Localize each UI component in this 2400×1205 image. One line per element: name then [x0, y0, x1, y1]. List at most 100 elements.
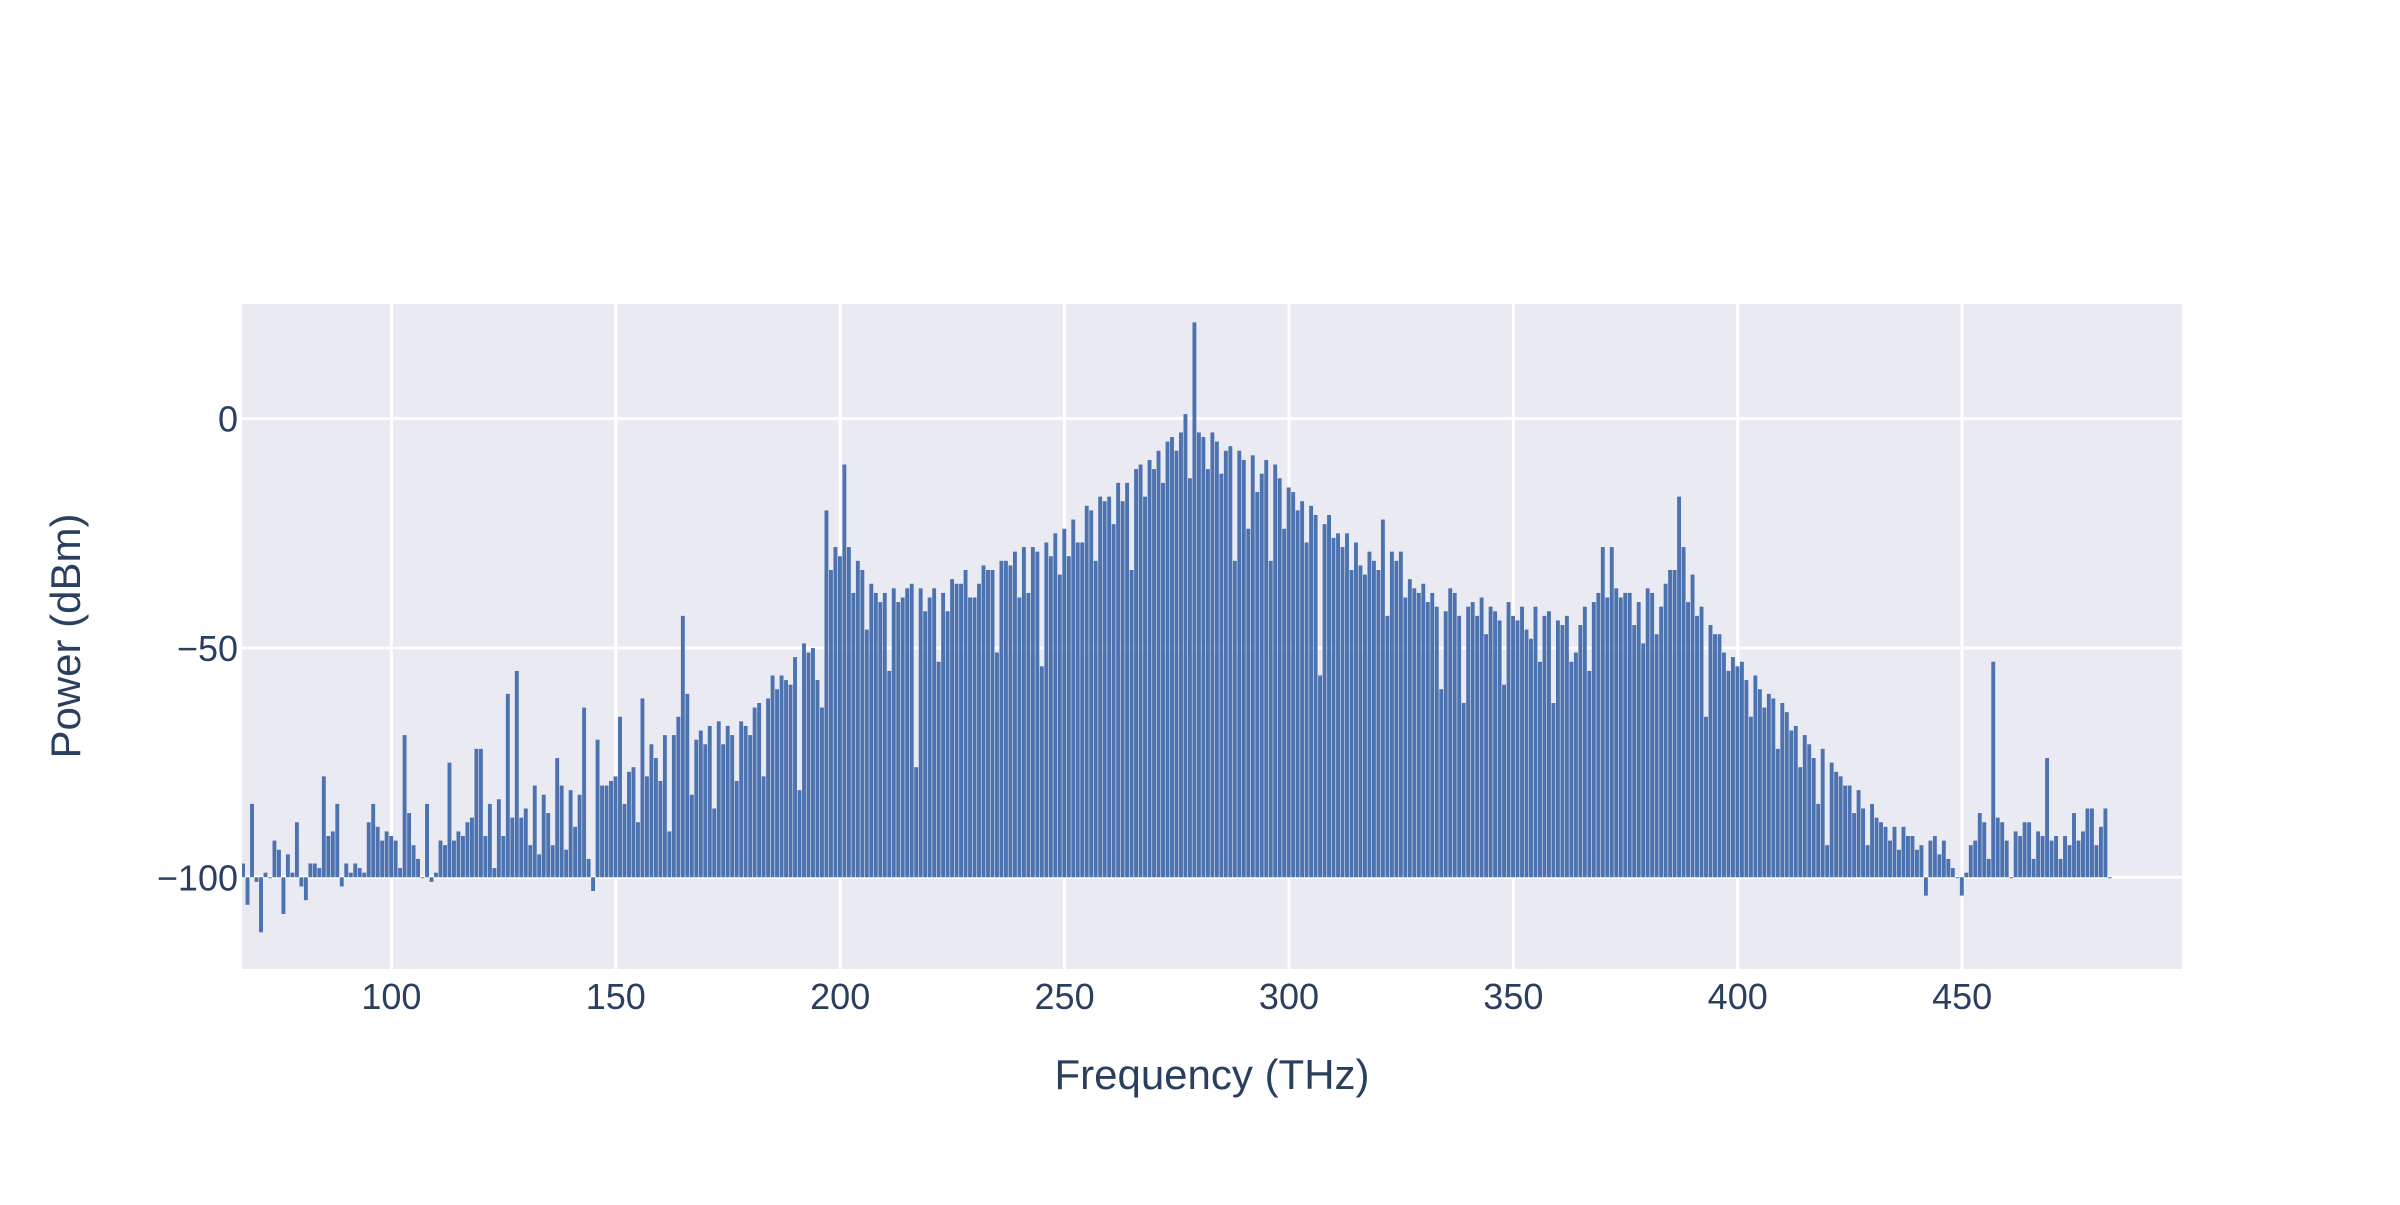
spectrum-bar — [272, 840, 277, 878]
spectrum-bar — [344, 863, 349, 878]
spectrum-bar — [1376, 570, 1381, 878]
spectrum-bar — [770, 675, 775, 878]
spectrum-bar — [676, 716, 681, 878]
spectrum-bar — [1910, 836, 1915, 878]
spectrum-bar — [833, 547, 838, 878]
spectrum-bar — [2063, 836, 2067, 878]
spectrum-bar — [1026, 592, 1031, 878]
spectrum-bar — [869, 583, 874, 878]
spectrum-bar — [698, 730, 703, 878]
spectrum-bar — [1825, 845, 1830, 878]
spectrum-bar — [1928, 840, 1933, 878]
spectrum-bar — [1798, 767, 1803, 878]
y-tick-label: 0 — [218, 399, 238, 440]
spectrum-bar — [627, 771, 631, 878]
spectrum-bar — [1901, 826, 1906, 878]
spectrum-bar — [1398, 551, 1403, 878]
spectrum-bar — [882, 592, 887, 878]
spectrum-bar — [1380, 519, 1385, 878]
spectrum-bar — [371, 803, 376, 878]
spectrum-bar — [523, 808, 528, 878]
spectrum-bar — [1327, 514, 1331, 878]
spectrum-bar — [2049, 840, 2054, 878]
spectrum-bar — [1111, 524, 1116, 878]
spectrum-bar — [1345, 533, 1349, 878]
spectrum-bar — [1762, 707, 1767, 878]
spectrum-bar — [2004, 840, 2009, 878]
spectrum-bar — [1138, 464, 1143, 878]
spectrum-bar — [1529, 638, 1533, 878]
spectrum-bar — [245, 877, 250, 905]
spectrum-bar — [1187, 478, 1192, 878]
spectrum-bar — [1183, 414, 1188, 878]
spectrum-bar — [707, 725, 712, 878]
spectrum-bar — [1205, 469, 1210, 878]
spectrum-bar — [1874, 817, 1879, 878]
spectrum-bar — [510, 817, 515, 878]
spectrum-bar — [1282, 528, 1287, 878]
spectrum-bar — [2040, 836, 2045, 878]
spectrum-bar — [1075, 542, 1080, 878]
spectrum-bar — [1246, 528, 1251, 878]
spectrum-bar — [465, 822, 470, 878]
spectrum-bar — [797, 790, 802, 878]
spectrum-bar — [896, 602, 901, 878]
spectrum-bar — [582, 707, 587, 878]
spectrum-bar — [1578, 625, 1583, 878]
spectrum-bar — [999, 560, 1004, 878]
spectrum-bar — [824, 510, 829, 878]
spectrum-bar — [640, 698, 645, 878]
spectrum-bar — [1443, 611, 1448, 878]
spectrum-bar — [604, 785, 609, 878]
spectrum-bar — [1722, 652, 1726, 878]
spectrum-bar — [1807, 744, 1812, 878]
spectrum-bar — [393, 840, 398, 878]
spectrum-bar — [380, 840, 385, 878]
x-axis-ticks: 100 150 200 250 300 350 400 450 — [361, 976, 1992, 1017]
spectrum-bar — [748, 735, 753, 878]
spectrum-bar — [242, 863, 245, 878]
spectrum-bar — [734, 780, 739, 878]
spectrum-bar — [568, 790, 573, 878]
spectrum-bar — [631, 767, 636, 878]
spectrum-bar — [1547, 611, 1551, 878]
spectrum-bar — [1551, 703, 1556, 878]
spectrum-bar — [1152, 469, 1156, 878]
spectrum-bar — [456, 831, 461, 878]
spectrum-bar — [2022, 822, 2027, 878]
spectrum-bar — [546, 813, 551, 878]
spectrum-bar — [443, 845, 447, 878]
spectrum-bar — [1223, 450, 1228, 878]
spectrum-bar — [438, 840, 443, 878]
spectrum-bar — [1003, 560, 1008, 878]
spectrum-bar — [622, 803, 627, 878]
spectrum-bar — [1789, 730, 1794, 878]
spectrum-bar — [1564, 615, 1569, 878]
spectrum-bar — [1726, 670, 1731, 878]
spectrum-bar — [1744, 680, 1749, 878]
spectrum-bar — [860, 570, 865, 878]
spectrum-bar — [537, 854, 542, 878]
spectrum-bar — [505, 693, 510, 878]
spectrum-bar — [1017, 597, 1022, 878]
spectrum-bar — [335, 803, 340, 878]
spectrum-bar — [1165, 441, 1170, 878]
spectrum-bar — [1982, 822, 1987, 878]
spectrum-bar — [689, 794, 694, 878]
spectrum-bar — [483, 836, 488, 878]
spectrum-bar — [1448, 588, 1453, 878]
spectrum-bar — [1452, 592, 1457, 878]
spectrum-bar — [514, 670, 519, 878]
spectrum-bar — [1232, 560, 1237, 878]
spectrum-bar — [1654, 634, 1659, 878]
spectrum-bar — [900, 597, 905, 878]
spectrum-bar — [2045, 758, 2050, 878]
spectrum-bar — [496, 799, 501, 878]
spectrum-bar — [600, 785, 605, 878]
spectrum-bar — [1690, 574, 1695, 878]
y-axis-title: Power (dBm) — [42, 513, 89, 758]
spectrum-bar — [1829, 762, 1834, 878]
spectrum-bar — [1681, 547, 1686, 878]
spectrum-bar — [1336, 533, 1340, 878]
